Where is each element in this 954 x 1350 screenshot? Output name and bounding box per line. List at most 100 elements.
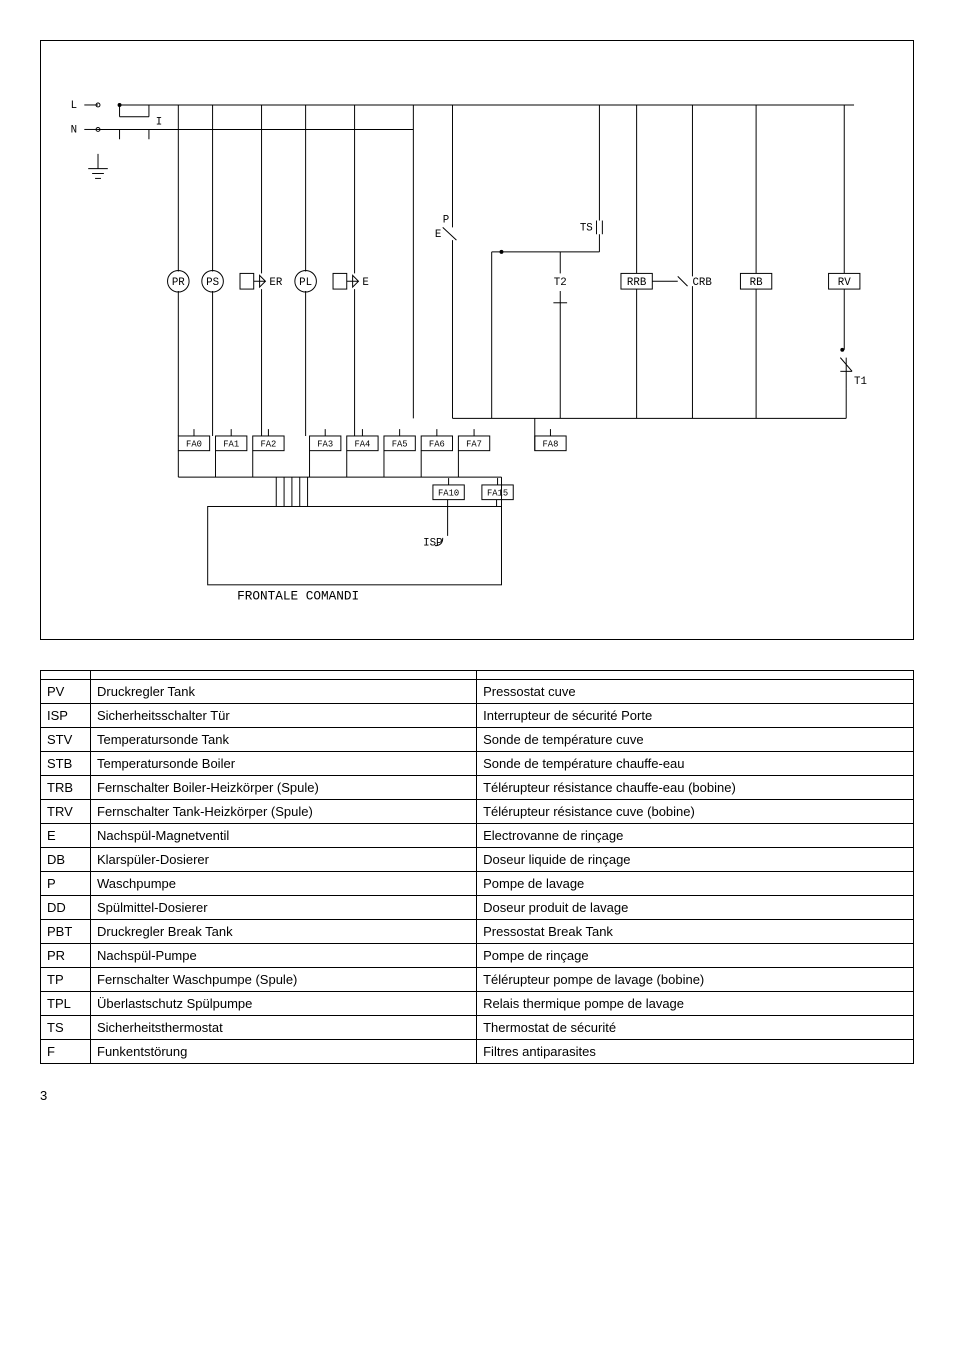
legend-de: Fernschalter Boiler-Heizkörper (Spule) (91, 776, 477, 800)
legend-de: Spülmittel-Dosierer (91, 896, 477, 920)
node-rb: RB (740, 273, 771, 289)
wiring-diagram: L N I P E TS (40, 40, 914, 640)
th-blank1 (41, 671, 91, 680)
legend-fr: Interrupteur de sécurité Porte (477, 704, 914, 728)
fa-fa5: FA5 (392, 440, 408, 450)
legend-fr: Doseur liquide de rinçage (477, 848, 914, 872)
legend-fr: Filtres antiparasites (477, 1040, 914, 1064)
svg-text:RV: RV (838, 277, 851, 289)
svg-text:PL: PL (299, 277, 312, 289)
diagram-svg: L N I P E TS (51, 51, 903, 629)
node-e: E (333, 273, 369, 289)
node-rrb: RRB (621, 273, 652, 289)
legend-fr: Pressostat Break Tank (477, 920, 914, 944)
fa-fa0: FA0 (186, 440, 202, 450)
legend-de: Temperatursonde Boiler (91, 752, 477, 776)
legend-fr: Pompe de rinçage (477, 944, 914, 968)
label-L: L (71, 100, 77, 112)
table-row: TPLÜberlastschutz SpülpumpeRelais thermi… (41, 992, 914, 1016)
fa-fa1: FA1 (223, 440, 239, 450)
legend-fr: Thermostat de sécurité (477, 1016, 914, 1040)
legend-fr: Télérupteur résistance chauffe-eau (bobi… (477, 776, 914, 800)
legend-fr: Sonde de température cuve (477, 728, 914, 752)
label-E: E (435, 229, 441, 241)
legend-code: TRV (41, 800, 91, 824)
legend-de: Sicherheitsthermostat (91, 1016, 477, 1040)
svg-text:PS: PS (206, 277, 219, 289)
fa-fa8: FA8 (543, 440, 559, 450)
legend-de: Nachspül-Pumpe (91, 944, 477, 968)
table-row: PBTDruckregler Break TankPressostat Brea… (41, 920, 914, 944)
label-TS: TS (580, 222, 593, 234)
svg-text:PR: PR (172, 277, 185, 289)
svg-text:RB: RB (750, 277, 763, 289)
node-pr: PR (168, 270, 190, 292)
table-row: ISPSicherheitsschalter TürInterrupteur d… (41, 704, 914, 728)
label-I: I (156, 117, 162, 129)
legend-de: Sicherheitsschalter Tür (91, 704, 477, 728)
node-crb: CRB (692, 277, 712, 289)
node-rv: RV (829, 273, 860, 289)
frontale-caption: FRONTALE COMANDI (237, 589, 359, 604)
legend-code: TPL (41, 992, 91, 1016)
table-row: PVDruckregler TankPressostat cuve (41, 680, 914, 704)
legend-de: Fernschalter Waschpumpe (Spule) (91, 968, 477, 992)
node-ps: PS (202, 270, 224, 292)
legend-de: Waschpumpe (91, 872, 477, 896)
svg-text:ER: ER (269, 277, 282, 289)
legend-de: Druckregler Break Tank (91, 920, 477, 944)
svg-text:T2: T2 (554, 277, 567, 289)
th-fr (477, 671, 914, 680)
table-row: PWaschpumpePompe de lavage (41, 872, 914, 896)
legend-code: ISP (41, 704, 91, 728)
legend-fr: Sonde de température chauffe-eau (477, 752, 914, 776)
table-row: TSSicherheitsthermostatThermostat de séc… (41, 1016, 914, 1040)
legend-code: DD (41, 896, 91, 920)
legend-fr: Electrovanne de rinçage (477, 824, 914, 848)
legend-fr: Pressostat cuve (477, 680, 914, 704)
svg-text:E: E (362, 277, 368, 289)
legend-de: Fernschalter Tank-Heizkörper (Spule) (91, 800, 477, 824)
legend-de: Klarspüler-Dosierer (91, 848, 477, 872)
label-isp: ISP (423, 538, 442, 550)
label-P: P (443, 214, 449, 226)
table-row: TRBFernschalter Boiler-Heizkörper (Spule… (41, 776, 914, 800)
svg-text:RRB: RRB (627, 277, 647, 289)
legend-fr: Doseur produit de lavage (477, 896, 914, 920)
legend-code: PV (41, 680, 91, 704)
fa-fa3: FA3 (317, 440, 333, 450)
fa-fa4: FA4 (354, 440, 370, 450)
label-T1: T1 (854, 376, 867, 388)
legend-fr: Relais thermique pompe de lavage (477, 992, 914, 1016)
fa-fa15: FA15 (487, 489, 508, 499)
table-row: PRNachspül-PumpePompe de rinçage (41, 944, 914, 968)
legend-fr: Télérupteur pompe de lavage (bobine) (477, 968, 914, 992)
node-pl: PL (295, 270, 317, 292)
node-t2: T2 (554, 277, 567, 289)
legend-code: E (41, 824, 91, 848)
fa-fa2: FA2 (260, 440, 276, 450)
table-row: DDSpülmittel-DosiererDoseur produit de l… (41, 896, 914, 920)
legend-code: TS (41, 1016, 91, 1040)
table-row: DBKlarspüler-DosiererDoseur liquide de r… (41, 848, 914, 872)
legend-fr: Télérupteur résistance cuve (bobine) (477, 800, 914, 824)
legend-de: Temperatursonde Tank (91, 728, 477, 752)
table-row: STVTemperatursonde TankSonde de températ… (41, 728, 914, 752)
legend-code: STB (41, 752, 91, 776)
legend-code: PR (41, 944, 91, 968)
table-row: FFunkentstörungFiltres antiparasites (41, 1040, 914, 1064)
legend-fr: Pompe de lavage (477, 872, 914, 896)
table-row: TRVFernschalter Tank-Heizkörper (Spule)T… (41, 800, 914, 824)
legend-de: Druckregler Tank (91, 680, 477, 704)
legend-code: PBT (41, 920, 91, 944)
legend-code: P (41, 872, 91, 896)
fa-fa7: FA7 (466, 440, 482, 450)
legend-code: F (41, 1040, 91, 1064)
node-er: ER (240, 273, 283, 289)
label-N: N (71, 124, 77, 136)
th-de (91, 671, 477, 680)
fa-fa10: FA10 (438, 489, 459, 499)
svg-text:CRB: CRB (692, 277, 712, 289)
legend-code: TP (41, 968, 91, 992)
page-number: 3 (40, 1088, 914, 1103)
